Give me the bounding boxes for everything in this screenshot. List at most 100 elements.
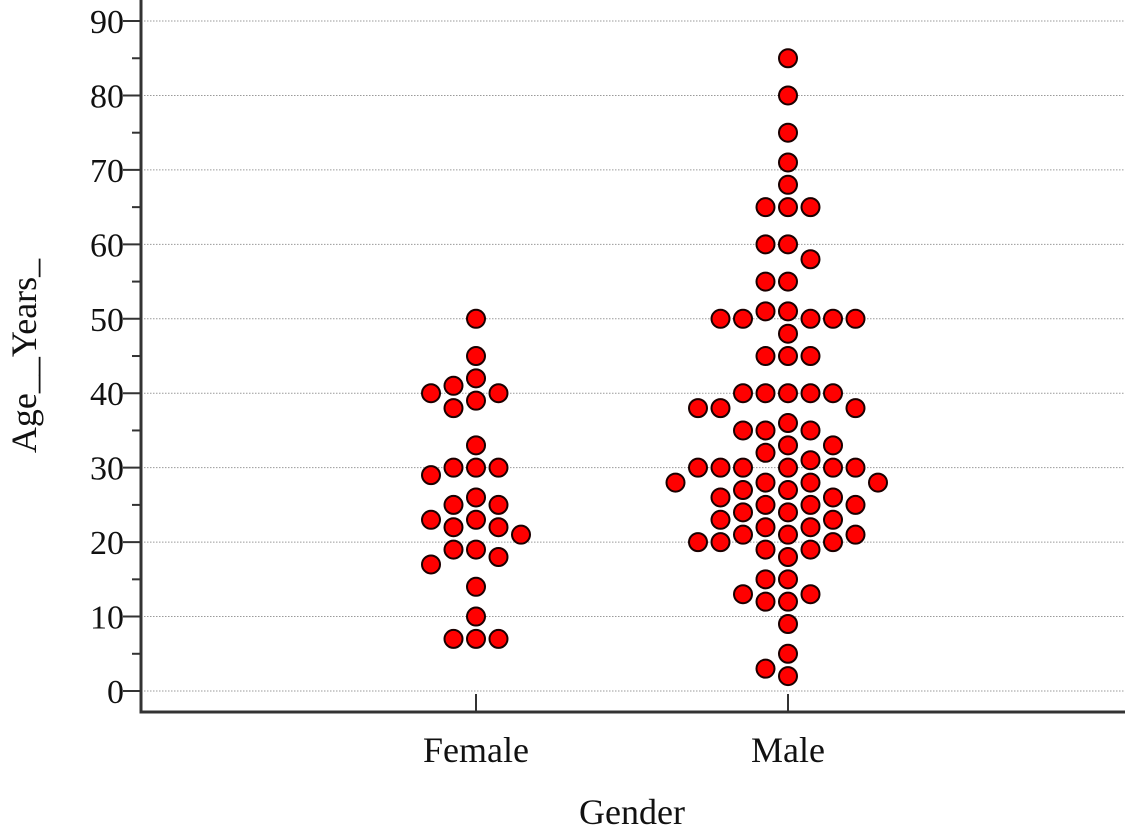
point-male-27 (733, 383, 753, 404)
point-female-24 (421, 554, 441, 575)
point-male-77 (755, 591, 776, 612)
point-male-38 (755, 442, 776, 463)
point-male-74 (800, 584, 821, 605)
point-female-18 (443, 517, 464, 538)
point-male-35 (733, 420, 753, 441)
point-male-54 (755, 494, 776, 515)
point-male-52 (823, 487, 843, 508)
point-male-32 (778, 413, 798, 434)
point-female-14 (443, 494, 464, 515)
point-female-12 (421, 465, 441, 486)
point-female-22 (443, 539, 464, 560)
point-male-67 (710, 532, 731, 553)
x-tick-label-female: Female (423, 730, 529, 770)
point-male-81 (778, 666, 798, 687)
point-male-51 (733, 480, 753, 501)
point-male-0 (778, 48, 798, 69)
y-tick-label-60: 60 (90, 227, 124, 264)
point-male-22 (755, 346, 776, 367)
y-tick-label-10: 10 (90, 600, 124, 637)
grid-lines (141, 20, 1125, 692)
point-male-41 (733, 457, 753, 478)
point-male-9 (755, 234, 776, 255)
point-male-47 (800, 472, 821, 493)
point-male-60 (710, 509, 731, 530)
point-male-30 (845, 398, 866, 419)
point-male-64 (733, 524, 753, 545)
point-male-37 (823, 435, 843, 456)
point-male-71 (778, 547, 798, 568)
x-axis-title: Gender (579, 792, 685, 829)
point-male-17 (823, 308, 843, 329)
point-male-46 (755, 472, 776, 493)
x-tick-label-male: Male (751, 730, 825, 770)
y-axis-title: Age__Years_ (4, 258, 44, 453)
point-female-25 (466, 576, 486, 597)
y-tick-label-70: 70 (90, 153, 124, 190)
point-male-29 (710, 398, 731, 419)
point-male-61 (755, 517, 776, 538)
point-male-70 (800, 539, 821, 560)
point-female-11 (488, 457, 509, 478)
point-male-12 (755, 271, 776, 292)
point-male-80 (755, 658, 776, 679)
point-male-6 (755, 197, 776, 218)
point-female-7 (443, 398, 464, 419)
point-female-15 (488, 494, 509, 515)
point-male-1 (778, 85, 798, 106)
point-male-66 (823, 532, 843, 553)
point-male-75 (733, 584, 753, 605)
point-male-76 (778, 591, 798, 612)
point-male-58 (733, 502, 753, 523)
point-male-78 (778, 614, 798, 635)
point-male-42 (823, 457, 843, 478)
point-male-24 (778, 383, 798, 404)
y-tick-label-40: 40 (90, 376, 124, 413)
point-male-20 (778, 323, 798, 344)
point-male-26 (800, 383, 821, 404)
point-male-53 (710, 487, 731, 508)
x-axis-ticks: Female Male (423, 694, 825, 770)
point-male-50 (778, 480, 798, 501)
point-male-48 (868, 472, 888, 493)
point-female-19 (488, 517, 509, 538)
point-male-7 (800, 197, 821, 218)
y-tick-label-80: 80 (90, 78, 124, 115)
point-male-63 (778, 524, 798, 545)
point-male-28 (823, 383, 843, 404)
point-male-23 (800, 346, 821, 367)
point-male-69 (755, 539, 776, 560)
point-male-33 (755, 420, 776, 441)
point-male-73 (755, 569, 776, 590)
point-male-57 (778, 502, 798, 523)
point-male-56 (845, 494, 866, 515)
point-male-34 (800, 420, 821, 441)
point-female-16 (466, 509, 486, 530)
point-female-27 (466, 628, 486, 649)
point-male-14 (755, 301, 776, 322)
point-female-23 (488, 547, 509, 568)
point-male-5 (778, 197, 798, 218)
point-female-20 (511, 524, 531, 545)
point-female-29 (488, 628, 509, 649)
point-male-40 (778, 457, 798, 478)
y-tick-label-0: 0 (107, 674, 124, 711)
point-male-19 (845, 308, 866, 329)
point-male-68 (688, 532, 708, 553)
point-male-18 (710, 308, 731, 329)
point-female-28 (443, 628, 464, 649)
point-male-72 (778, 569, 798, 590)
point-male-43 (710, 457, 731, 478)
point-male-4 (778, 174, 798, 195)
y-tick-label-50: 50 (90, 302, 124, 339)
point-male-2 (778, 122, 798, 143)
point-male-31 (688, 398, 708, 419)
point-male-79 (778, 643, 798, 664)
point-female-0 (466, 308, 486, 329)
point-male-16 (733, 308, 753, 329)
point-male-21 (778, 346, 798, 367)
point-male-62 (800, 517, 821, 538)
point-male-13 (778, 301, 798, 322)
point-male-36 (778, 435, 798, 456)
